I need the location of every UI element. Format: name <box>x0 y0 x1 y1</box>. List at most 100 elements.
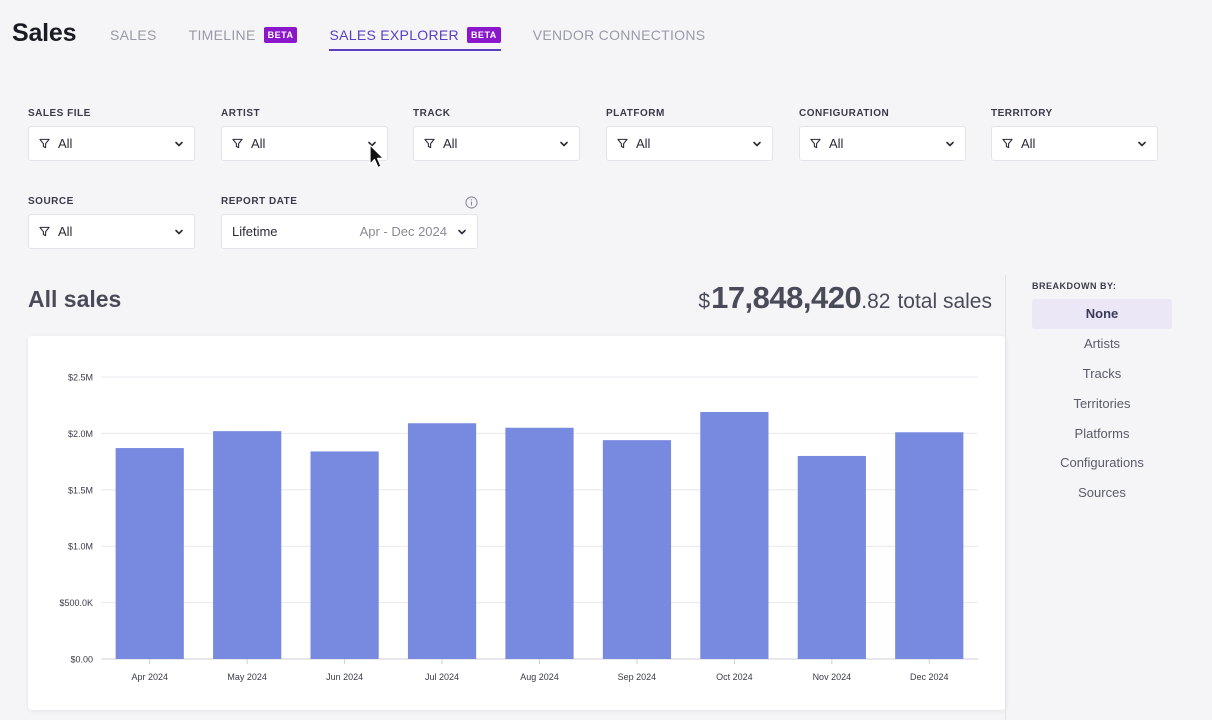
chevron-down-icon <box>458 229 466 234</box>
bar <box>407 423 477 659</box>
filter-icon <box>39 138 50 149</box>
filter-label: PLATFORM <box>606 108 665 119</box>
artist-value: All <box>251 136 266 151</box>
filter-report-date: REPORT DATE Lifetime Apr - Dec 2024 <box>221 196 478 249</box>
filter-icon <box>617 138 628 149</box>
sales-file-select[interactable]: All <box>28 126 195 161</box>
breakdown-platforms[interactable]: Platforms <box>1074 425 1130 441</box>
filter-sales-file: SALES FILE All <box>28 108 195 161</box>
y-tick-label: $2.0M <box>68 429 93 439</box>
filter-icon <box>232 138 243 149</box>
x-tick-label: Jun 2024 <box>326 672 363 682</box>
bar <box>700 411 769 659</box>
filter-source: SOURCE All <box>28 196 195 249</box>
breakdown-sources[interactable]: Sources <box>1078 485 1126 501</box>
y-tick-label: $2.5M <box>68 373 93 383</box>
tab-sales[interactable]: SALES <box>110 25 157 45</box>
y-tick-label: $1.5M <box>68 485 93 495</box>
source-value: All <box>58 224 73 239</box>
page-header: Sales SALES TIMELINE BETA SALES EXPLORER B… <box>0 0 1212 70</box>
filter-label: SALES FILE <box>28 108 91 119</box>
chevron-down-icon <box>753 141 761 146</box>
bar <box>602 440 672 659</box>
filter-icon <box>39 226 50 237</box>
platform-select[interactable]: All <box>606 126 773 161</box>
tab-timeline-label: TIMELINE <box>188 27 256 43</box>
filter-label: REPORT DATE <box>221 196 298 207</box>
section-title: All sales <box>28 286 122 312</box>
report-date-select[interactable]: Lifetime Apr - Dec 2024 <box>221 214 478 249</box>
breakdown-none[interactable]: None <box>1032 299 1172 329</box>
bar <box>505 427 574 659</box>
chevron-down-icon <box>175 229 183 234</box>
filter-icon <box>810 138 821 149</box>
territory-value: All <box>1021 136 1036 151</box>
chevron-down-icon <box>560 141 568 146</box>
y-tick-label: $1.0M <box>68 542 93 552</box>
total-label: total sales <box>897 290 992 313</box>
filter-label: ARTIST <box>221 108 261 119</box>
bar <box>115 448 184 659</box>
artist-select[interactable]: All <box>221 126 388 161</box>
breakdown-tracks[interactable]: Tracks <box>1082 365 1122 381</box>
configuration-value: All <box>829 136 844 151</box>
info-icon[interactable] <box>465 196 478 209</box>
chevron-down-icon <box>368 141 376 146</box>
y-tick-label: $0.00 <box>70 655 93 665</box>
report-date-range: Apr - Dec 2024 <box>359 224 447 239</box>
breakdown-territories[interactable]: Territories <box>1073 395 1131 411</box>
breakdown-label: BREAKDOWN BY: <box>1032 281 1117 291</box>
beta-badge: BETA <box>263 27 298 43</box>
total-amount: 17,848,420 <box>711 280 862 315</box>
chevron-down-icon <box>946 141 954 146</box>
filter-territory: TERRITORY All <box>991 108 1158 161</box>
x-tick-label: May 2024 <box>227 672 267 682</box>
filter-label: CONFIGURATION <box>799 108 890 119</box>
x-tick-label: Oct 2024 <box>716 672 753 682</box>
territory-select[interactable]: All <box>991 126 1158 161</box>
report-date-value: Lifetime <box>232 224 278 239</box>
page-title: Sales <box>12 19 77 47</box>
tab-vendor-connections[interactable]: VENDOR CONNECTIONS <box>533 25 706 45</box>
filter-track: TRACK All <box>413 108 580 161</box>
chart-card: $0.00 $500.0K $1.0M $1.5M $2.0M $2.5M Apr 2024… <box>28 336 1006 710</box>
sales-bar-chart: $0.00 $500.0K $1.0M $1.5M $2.0M $2.5M Apr 2024… <box>59 373 978 682</box>
chevron-down-icon <box>175 141 183 146</box>
total-cents: .82 <box>861 290 891 313</box>
configuration-select[interactable]: All <box>799 126 966 161</box>
bar <box>895 432 964 659</box>
bar <box>310 451 379 659</box>
filter-platform: PLATFORM All <box>606 108 773 161</box>
x-tick-label: Aug 2024 <box>520 672 559 682</box>
sales-file-value: All <box>58 136 73 151</box>
total-sales: $ 17,848,420 .82 total sales <box>698 280 992 316</box>
beta-badge: BETA <box>466 27 501 43</box>
x-tick-label: Sep 2024 <box>618 672 657 682</box>
chevron-down-icon <box>1138 141 1146 146</box>
y-tick-label: $500.0K <box>59 598 93 608</box>
tab-sales-explorer[interactable]: SALES EXPLORER BETA <box>329 25 502 51</box>
breakdown-artists[interactable]: Artists <box>1083 336 1121 352</box>
tab-timeline[interactable]: TIMELINE BETA <box>189 25 298 45</box>
tab-sales-label: SALES <box>110 27 157 43</box>
source-select[interactable]: All <box>28 214 195 249</box>
total-currency: $ <box>698 290 711 313</box>
track-select[interactable]: All <box>413 126 580 161</box>
filter-artist: ARTIST All <box>221 108 388 161</box>
nav-tabs: SALES TIMELINE BETA SALES EXPLORER BETA VE… <box>110 25 737 51</box>
mouse-cursor-icon <box>369 144 385 169</box>
filter-icon <box>424 138 435 149</box>
bar <box>213 431 282 659</box>
track-value: All <box>443 136 458 151</box>
breakdown-list: None Artists Tracks Territories Platform… <box>1032 299 1172 508</box>
filter-label: TRACK <box>413 108 451 119</box>
x-tick-label: Apr 2024 <box>131 672 168 682</box>
filter-icon <box>1002 138 1013 149</box>
tab-vendor-connections-label: VENDOR CONNECTIONS <box>532 27 706 43</box>
filter-configuration: CONFIGURATION All <box>799 108 966 161</box>
breakdown-configurations[interactable]: Configurations <box>1060 455 1144 471</box>
tab-sales-explorer-label: SALES EXPLORER <box>329 27 459 43</box>
bar <box>797 455 866 659</box>
x-tick-label: Dec 2024 <box>910 672 949 682</box>
filter-label: SOURCE <box>28 196 74 207</box>
